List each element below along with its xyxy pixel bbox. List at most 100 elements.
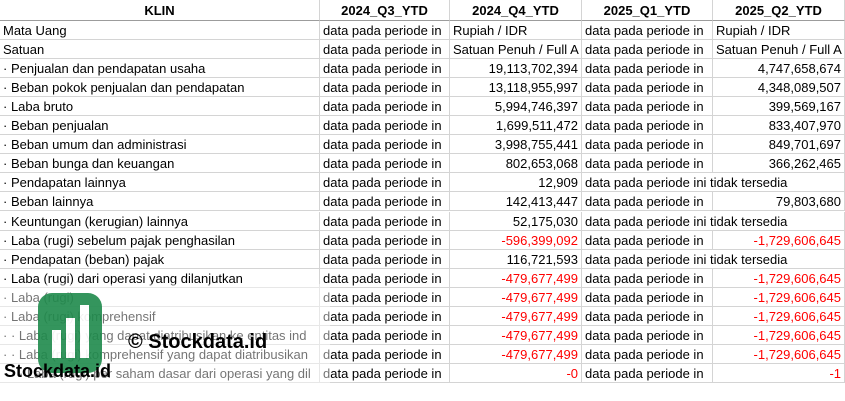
cell-value: -479,677,499	[450, 306, 582, 326]
cell-value: data pada periode in	[320, 154, 450, 174]
row-label: · Pendapatan (beban) pajak	[0, 249, 320, 269]
cell-value: data pada periode in	[320, 249, 450, 269]
header-row: KLIN 2024_Q3_YTD 2024_Q4_YTD 2025_Q1_YTD 202…	[0, 0, 845, 21]
cell-value: 116,721,593	[450, 249, 582, 269]
cell-value: data pada periode in	[582, 21, 713, 40]
cell-value: -1,729,606,645	[713, 344, 845, 364]
cell-value: -1,729,606,645	[713, 325, 845, 345]
cell-value: data pada periode in	[320, 135, 450, 155]
row-label: · Pendapatan lainnya	[0, 173, 320, 193]
cell-value: 3,998,755,441	[450, 135, 582, 155]
cell-value: data pada periode in	[320, 287, 450, 307]
cell-value: data pada periode in	[320, 344, 450, 364]
table-row: · Penjualan dan pendapatan usaha data pad…	[0, 59, 845, 79]
cell-value: 4,348,089,507	[713, 78, 845, 98]
header-cell: 2024_Q3_YTD	[320, 0, 450, 21]
cell-value: data pada periode in	[320, 268, 450, 288]
row-label: Mata Uang	[0, 21, 320, 40]
header-cell: KLIN	[0, 0, 320, 21]
cell-value: data pada periode in	[320, 306, 450, 326]
cell-value: data pada periode in	[320, 325, 450, 345]
cell-value: 4,747,658,674	[713, 59, 845, 79]
row-label: · Penjualan dan pendapatan usaha	[0, 59, 320, 79]
table-row: · · Laba (rugi) yang dapat diatribusikan…	[0, 325, 845, 346]
cell-value: data pada periode in	[582, 135, 713, 155]
cell-value: data pada periode in	[582, 344, 713, 364]
header-cell: 2024_Q4_YTD	[450, 0, 582, 21]
table-row: · Beban penjualan data pada periode in 1,6…	[0, 116, 845, 136]
cell-value: -479,677,499	[450, 287, 582, 307]
cell-value: 5,994,746,397	[450, 97, 582, 117]
cell-value: data pada periode in	[320, 363, 450, 383]
cell-value: 79,803,680	[713, 192, 845, 212]
cell-value: Satuan Penuh / Full A	[450, 40, 582, 60]
row-label: · · Laba (rugi) komprehensif yang dapat …	[0, 344, 320, 364]
cell-value: -1	[713, 363, 845, 383]
table-row: · Beban pokok penjualan dan pendapatan da…	[0, 78, 845, 98]
row-label: Satuan	[0, 40, 320, 60]
cell-value: 142,413,447	[450, 192, 582, 212]
row-label: · Laba (rugi)	[0, 287, 320, 307]
cell-value: data pada periode in	[320, 116, 450, 136]
cell-value: data pada periode in	[582, 59, 713, 79]
table-row: · Keuntungan (kerugian) lainnya data pada…	[0, 211, 845, 232]
cell-value: 1,699,511,472	[450, 116, 582, 136]
cell-value: data pada periode ini tidak tersedia	[582, 212, 787, 231]
cell-value: data pada periode in	[582, 116, 713, 136]
cell-value: 399,569,167	[713, 97, 845, 117]
cell-value: -1,729,606,645	[713, 268, 845, 288]
row-label: · · Laba (rugi) yang dapat diatribusikan…	[0, 325, 320, 345]
cell-value: 52,175,030	[450, 211, 582, 231]
table-row: · Laba (rugi) dari operasi yang dilanjut…	[0, 268, 845, 289]
header-cell: 2025_Q2_YTD	[713, 0, 845, 21]
cell-value: data pada periode in	[582, 306, 713, 326]
cell-value: data pada periode in	[582, 230, 713, 250]
cell-value: 12,909	[450, 173, 582, 193]
row-label: · Beban bunga dan keuangan	[0, 154, 320, 174]
cell-value: -596,399,092	[450, 230, 582, 250]
table-row: Satuan data pada periode in Satuan Penuh /…	[0, 40, 845, 60]
cell-value: -479,677,499	[450, 344, 582, 364]
table-row: · Pendapatan lainnya data pada periode in…	[0, 173, 845, 193]
cell-value: Rupiah / IDR	[450, 21, 582, 40]
cell-value: data pada periode in	[582, 78, 713, 98]
cell-value: data pada periode in	[320, 21, 450, 40]
row-label: · Beban lainnya	[0, 192, 320, 212]
row-label: · Laba (rugi) dari operasi yang dilanjut…	[0, 268, 320, 288]
cell-value: data pada periode in	[582, 287, 713, 307]
cell-value: data pada periode in	[582, 268, 713, 288]
cell-value: -0	[450, 363, 582, 383]
cell-value: 19,113,702,394	[450, 59, 582, 79]
cell-value: data pada periode in	[582, 40, 713, 60]
cell-value: data pada periode in	[582, 154, 713, 174]
row-label: · · · Laba (rugi) per saham dasar dari o…	[0, 363, 320, 383]
cell-value: data pada periode ini tidak tersedia	[582, 173, 787, 193]
cell-value: -1,729,606,645	[713, 306, 845, 326]
cell-value: data pada periode in	[582, 192, 713, 212]
cell-value: data pada periode in	[320, 211, 450, 231]
cell-value: data pada periode in	[320, 40, 450, 60]
table-row: · Laba (rugi) data pada periode in -479,67…	[0, 287, 845, 308]
cell-value: data pada periode ini tidak tersedia	[582, 250, 787, 269]
cell-value: data pada periode in	[320, 173, 450, 193]
cell-value: data pada periode in	[582, 325, 713, 345]
row-label: · Beban pokok penjualan dan pendapatan	[0, 78, 320, 98]
table-row: · Beban umum dan administrasi data pada p…	[0, 135, 845, 155]
row-label: · Laba (rugi) komprehensif	[0, 306, 320, 326]
row-label: · Laba bruto	[0, 97, 320, 117]
cell-value: -1,729,606,645	[713, 230, 845, 250]
row-label: · Beban umum dan administrasi	[0, 135, 320, 155]
row-label: · Laba (rugi) sebelum pajak penghasilan	[0, 230, 320, 250]
header-cell: 2025_Q1_YTD	[582, 0, 713, 21]
cell-value: data pada periode in	[320, 59, 450, 79]
cell-value: -479,677,499	[450, 268, 582, 288]
table-row: · Beban bunga dan keuangan data pada peri…	[0, 154, 845, 174]
cell-value: data pada periode in	[320, 78, 450, 98]
cell-value: -479,677,499	[450, 325, 582, 345]
row-label: · Keuntungan (kerugian) lainnya	[0, 211, 320, 231]
table-row: · Laba bruto data pada periode in 5,994,74…	[0, 97, 845, 117]
table-row: · Pendapatan (beban) pajak data pada peri…	[0, 249, 845, 270]
table-row: · Laba (rugi) sebelum pajak penghasilan d…	[0, 230, 845, 251]
table-row: · Laba (rugi) komprehensif data pada peri…	[0, 306, 845, 327]
